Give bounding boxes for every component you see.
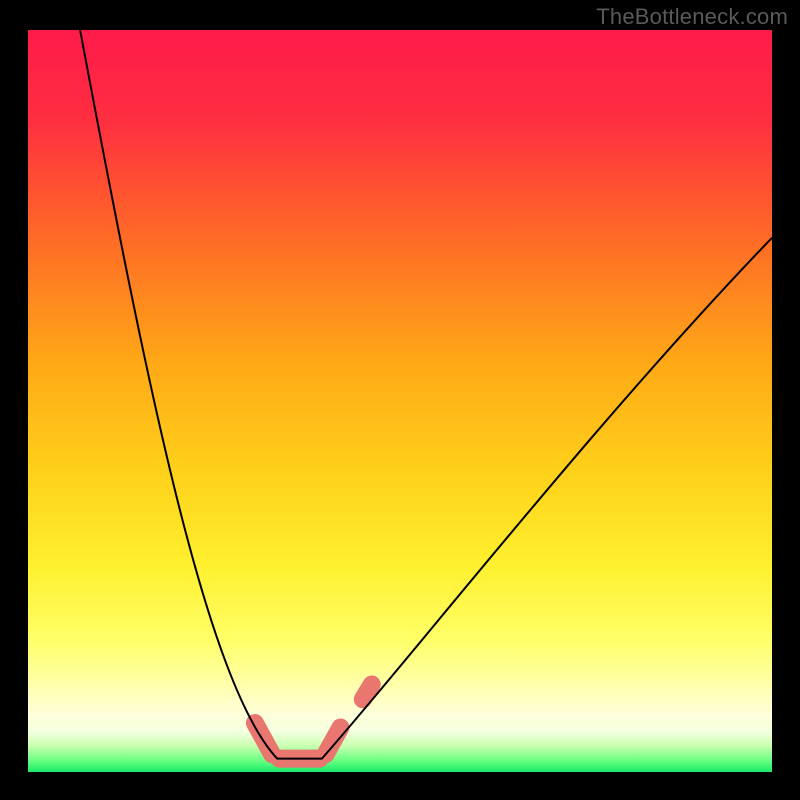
plot-area — [28, 30, 772, 772]
chart-background — [28, 30, 772, 772]
chart-svg — [28, 30, 772, 772]
watermark-text: TheBottleneck.com — [596, 4, 788, 30]
